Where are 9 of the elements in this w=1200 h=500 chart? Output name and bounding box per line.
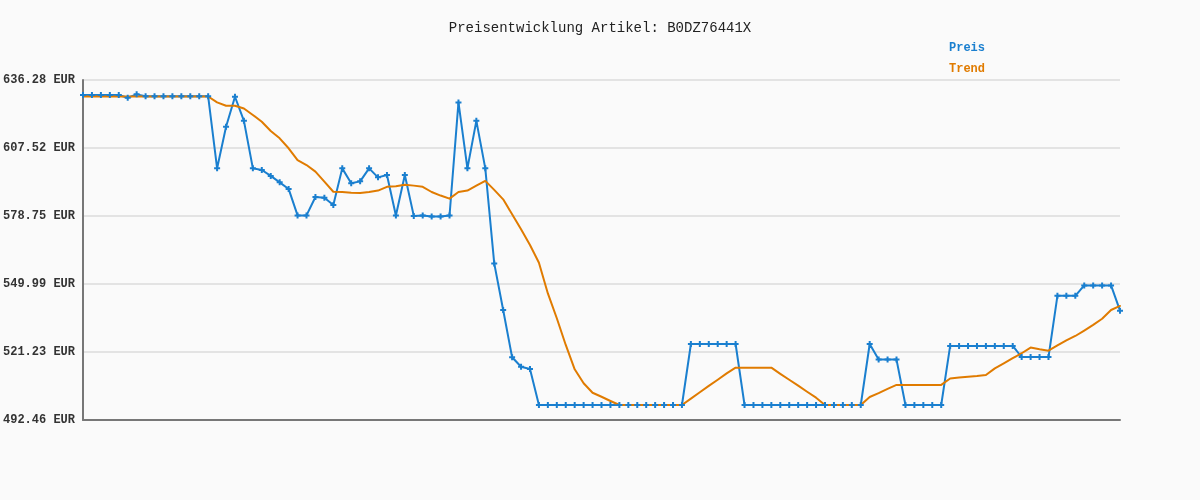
- y-tick-label: 636.28 EUR: [3, 73, 76, 87]
- y-tick-label: 492.46 EUR: [3, 413, 76, 427]
- text: Preis: [948, 41, 986, 55]
- y-tick-label: 578.75 EUR: [3, 209, 76, 223]
- y-tick-label: 549.99 EUR: [3, 277, 76, 291]
- chart-title: Preisentwicklung Artikel: B0DZ76441X: [448, 20, 752, 36]
- y-tick-label: 521.23 EUR: [3, 344, 76, 359]
- y-tick-label: 607.52 EUR: [3, 140, 76, 155]
- text: Trend: [948, 62, 986, 76]
